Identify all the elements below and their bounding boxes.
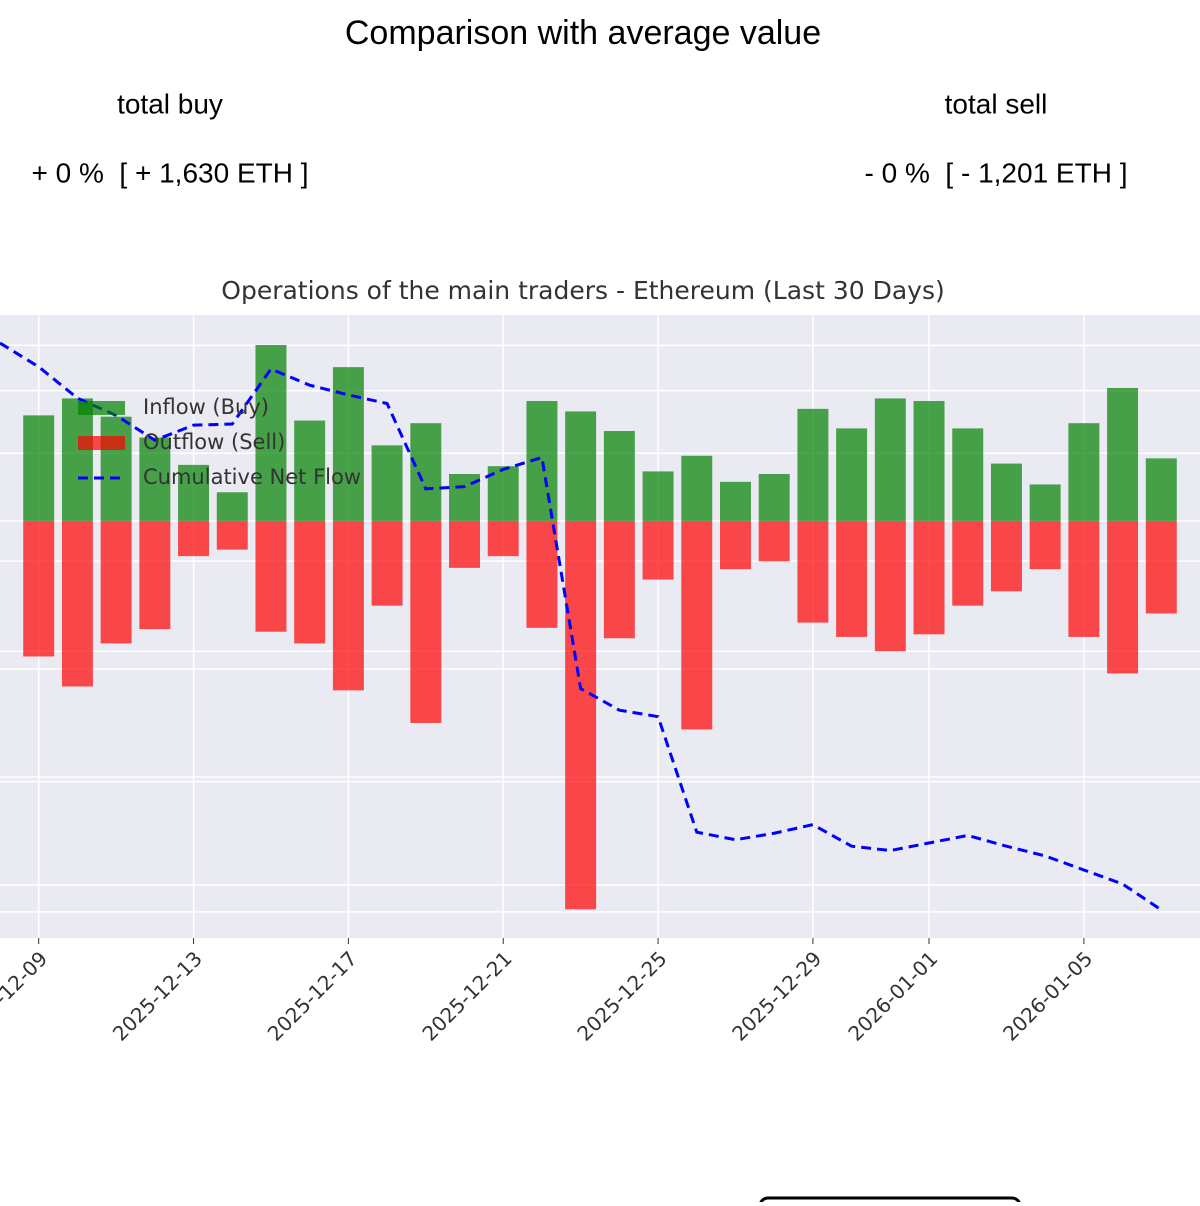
bar [23,415,55,521]
bar [681,520,713,730]
bar [410,520,442,723]
bar [332,520,364,691]
bar [603,430,635,521]
legend-label: Inflow (Buy) [143,395,269,419]
bar [642,471,674,521]
bar [720,520,751,570]
bar [1107,520,1139,674]
bar [216,520,248,550]
bar [410,423,442,521]
sell-value: - 0 % [ - 1,201 ETH ] [865,157,1128,188]
page-title: Comparison with average value [345,14,821,52]
bar [913,520,945,635]
x-tick-label: 2025-12-21 [417,946,516,1045]
bar [874,520,906,652]
bar [952,520,984,606]
bar [1068,423,1100,521]
buy-label: total buy [117,88,223,119]
bar [642,520,674,580]
bar [100,416,132,521]
bar [61,398,93,521]
bar [1029,520,1061,570]
bar [990,520,1022,592]
x-tick-label: 2025-12-13 [108,946,207,1045]
bar [1145,520,1177,614]
bar [526,520,558,628]
bar [216,492,248,521]
bar [139,437,171,521]
button-edge [758,1196,1022,1206]
bar [1145,458,1177,521]
bar [1068,520,1100,637]
bar [952,428,984,521]
bar [836,520,868,637]
bar [449,520,480,568]
bar [874,398,906,521]
legend-label: Cumulative Net Flow [143,465,361,489]
bar [23,520,55,657]
x-tick-label: 2026-01-05 [998,946,1097,1045]
bar [565,411,597,521]
line [0,341,1163,912]
plot-area [0,315,1200,938]
bar [178,520,210,557]
bar [371,520,403,606]
bar [720,481,751,521]
bar [603,520,635,639]
bar [758,474,790,521]
bar [1029,484,1061,521]
x-tick-label: 2025-12-09 [0,946,52,1045]
legend-label: Outflow (Sell) [143,430,285,454]
x-tick-label: 2025-12-29 [727,946,826,1045]
x-tick-label: 2025-12-17 [263,946,362,1045]
bar [294,520,326,644]
bar [836,428,868,521]
bar [990,463,1022,521]
sell-label: total sell [945,88,1048,119]
bar [100,520,132,644]
bar [332,367,364,521]
chart-title: Operations of the main traders - Ethereu… [221,276,944,305]
bar [681,455,713,521]
bar [178,464,210,521]
bar [294,420,326,521]
x-tick-label: 2026-01-01 [843,946,942,1045]
x-tick-label: 2025-12-25 [572,946,671,1045]
bar [255,520,287,632]
bar [797,520,829,623]
bar [1107,387,1139,521]
bar [913,401,945,521]
bar [371,445,403,521]
bar [61,520,93,687]
bar [565,520,597,910]
bar [487,520,519,557]
legend-swatch [78,436,125,450]
bar [139,520,171,630]
legend-swatch [78,401,125,415]
bar [797,408,829,521]
bar [758,520,790,562]
buy-value: + 0 % [ + 1,630 ETH ] [31,157,308,188]
